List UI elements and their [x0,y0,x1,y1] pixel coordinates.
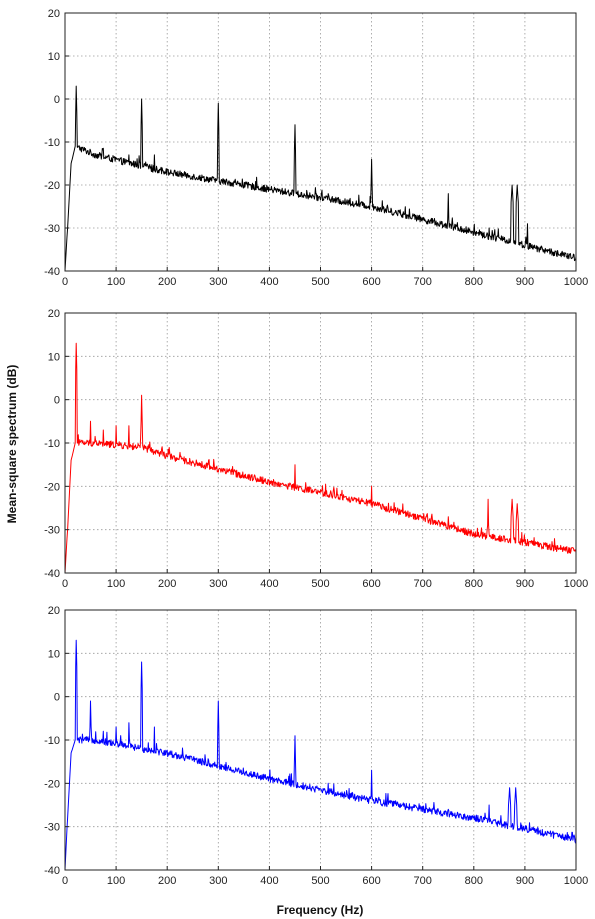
y-tick-label: -10 [44,735,60,747]
x-tick-label: 800 [465,875,483,887]
x-tick-label: 900 [516,578,534,590]
x-tick-label: 300 [209,875,227,887]
y-tick-label: 0 [54,94,60,106]
x-tick-label: 800 [465,578,483,590]
x-tick-label: 500 [311,578,329,590]
x-tick-label: 900 [516,276,534,288]
x-tick-label: 200 [158,875,176,887]
y-tick-label: 10 [48,351,60,363]
y-tick-label: 10 [48,51,60,63]
x-tick-label: 1000 [564,276,588,288]
x-tick-label: 200 [158,276,176,288]
x-axis-title: Frequency (Hz) [277,903,364,917]
y-tick-label: -30 [44,525,60,537]
x-tick-label: 100 [107,276,125,288]
x-tick-label: 400 [260,578,278,590]
x-tick-label: 700 [414,578,432,590]
x-tick-label: 100 [107,578,125,590]
x-tick-label: 300 [209,578,227,590]
x-tick-label: 100 [107,875,125,887]
spectrum-line [64,342,577,574]
x-tick-label: 200 [158,578,176,590]
y-tick-label: -40 [44,865,60,877]
x-tick-label: 500 [311,276,329,288]
y-tick-label: -40 [44,266,60,278]
y-tick-label: -30 [44,223,60,235]
x-tick-label: 800 [465,276,483,288]
x-tick-label: 900 [516,875,534,887]
y-tick-label: -40 [44,568,60,580]
x-tick-label: 400 [260,276,278,288]
y-tick-label: -10 [44,137,60,149]
y-axis-title: Mean-square spectrum (dB) [5,365,19,524]
x-tick-label: 400 [260,875,278,887]
x-tick-label: 700 [414,875,432,887]
x-tick-label: 700 [414,276,432,288]
x-tick-label: 600 [362,276,380,288]
y-tick-label: 20 [48,605,60,617]
x-tick-label: 0 [62,276,68,288]
y-tick-label: -30 [44,822,60,834]
x-tick-label: 0 [62,875,68,887]
x-tick-label: 300 [209,276,227,288]
y-tick-label: -20 [44,778,60,790]
x-tick-label: 0 [62,578,68,590]
spectrum-line [64,85,577,272]
y-tick-label: 20 [48,8,60,20]
panel-top: 0 100 200 300 400 500 600 700 800 900 100020100-10… [44,8,588,288]
x-tick-label: 600 [362,875,380,887]
y-tick-label: 10 [48,648,60,660]
x-tick-label: 600 [362,578,380,590]
x-tick-label: 1000 [564,875,588,887]
y-tick-label: -10 [44,438,60,450]
x-tick-label: 500 [311,875,329,887]
x-tick-label: 1000 [564,578,588,590]
y-tick-label: 20 [48,308,60,320]
y-tick-label: -20 [44,180,60,192]
panel-middle: 0 100 200 300 400 500 600 700 800 900 100020100-10… [44,308,588,590]
spectrum-line [64,639,577,871]
panel-bottom: 0 100 200 300 400 500 600 700 800 900 100020100-10… [44,605,588,887]
y-tick-label: -20 [44,481,60,493]
y-tick-label: 0 [54,395,60,407]
y-tick-label: 0 [54,692,60,704]
